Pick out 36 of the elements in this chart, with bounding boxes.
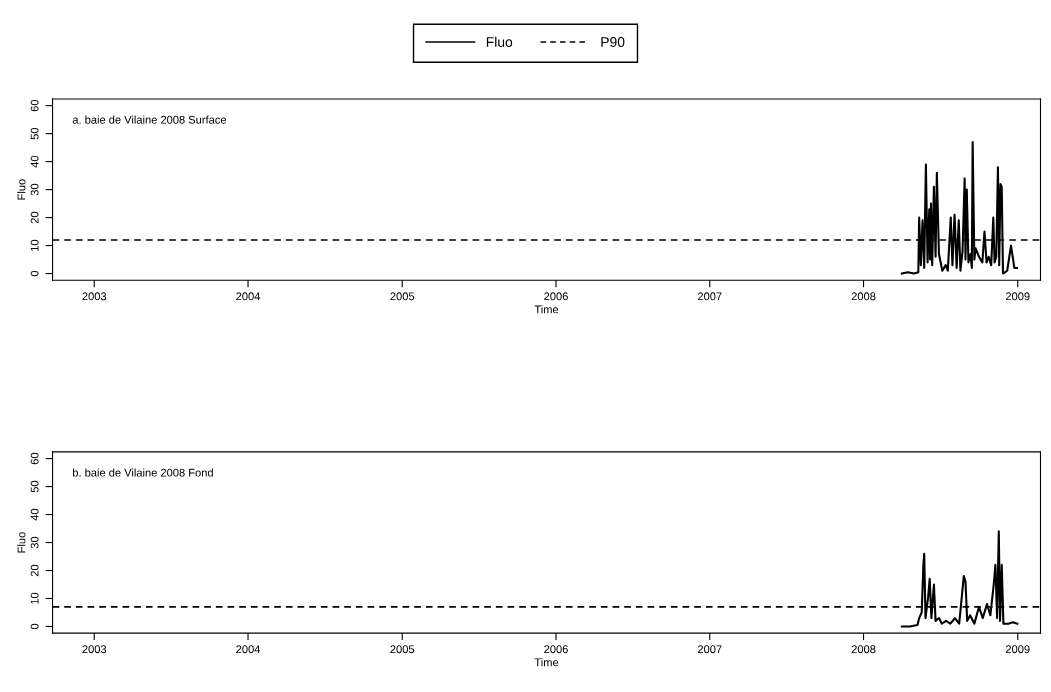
legend-label: Fluo: [486, 36, 513, 47]
x-tick-label: 2005: [390, 645, 415, 654]
y-tick-label: 50: [30, 127, 39, 140]
x-tick-label: 2007: [697, 645, 722, 654]
legend-label: P90: [601, 37, 625, 47]
y-tick-label: 10: [30, 592, 39, 604]
y-tick-label: 20: [30, 211, 39, 224]
y-tick-label: 0: [30, 270, 39, 277]
y-tick-label: 30: [30, 536, 39, 549]
x-tick-label: 2004: [236, 292, 261, 301]
x-tick-label: 2007: [697, 292, 722, 301]
x-tick-label: 2009: [1005, 292, 1030, 301]
y-tick-label: 0: [30, 623, 39, 630]
x-tick-label: 2003: [82, 292, 107, 301]
text: a. baie de Vilaine 2008 Surface: [72, 115, 227, 124]
y-tick-label: 10: [30, 239, 39, 251]
x-tick-label: 2008: [851, 292, 876, 301]
y-tick-label: 20: [30, 564, 39, 577]
x-tick-label: 2009: [1005, 645, 1030, 654]
x-tick-label: 2006: [544, 645, 568, 654]
y-tick-label: 40: [30, 155, 39, 168]
y-axis-title: Fluo: [17, 532, 26, 553]
x-tick-label: 2008: [851, 645, 876, 654]
x-tick-label: 2004: [236, 645, 261, 654]
y-tick-label: 50: [30, 480, 39, 493]
y-tick-label: 60: [30, 99, 39, 112]
y-tick-label: 30: [30, 183, 39, 196]
x-tick-label: 2006: [544, 292, 568, 301]
y-axis-title: Fluo: [17, 179, 26, 200]
x-axis-title: Time: [534, 305, 559, 314]
y-tick-label: 60: [30, 452, 39, 465]
text: b. baie de Vilaine 2008 Fond: [73, 468, 213, 477]
x-axis-title: Time: [534, 658, 559, 667]
x-tick-label: 2005: [390, 292, 415, 301]
x-tick-label: 2003: [82, 645, 107, 654]
y-tick-label: 40: [30, 508, 39, 521]
